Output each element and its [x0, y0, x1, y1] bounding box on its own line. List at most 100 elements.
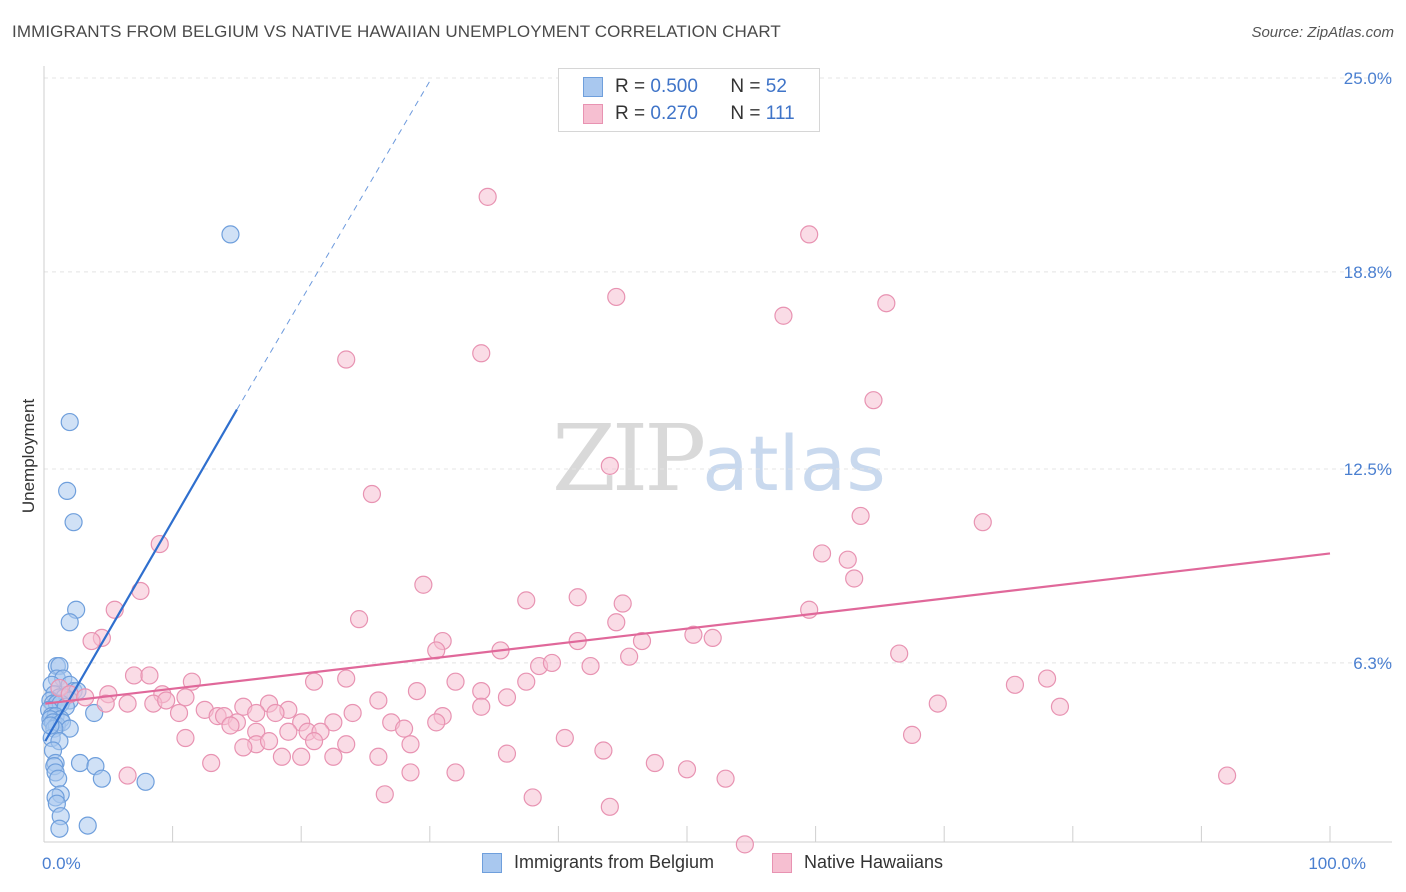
hawaiian-point [677, 760, 697, 779]
hawaiian-point [877, 294, 896, 313]
hawaiian-point [478, 187, 497, 206]
hawaiian-point [838, 550, 857, 569]
hawaiian-point [324, 747, 343, 766]
legend-label-hawaiian: Native Hawaiians [804, 852, 944, 872]
hawaiian-point [401, 735, 420, 754]
r-label: R = [615, 76, 646, 97]
hawaiian-point [607, 287, 626, 307]
trend-line-belgium-extension [236, 80, 431, 410]
trend-lines [44, 80, 1331, 742]
hawaiian-point [176, 688, 195, 707]
hawaiian-point [369, 747, 388, 766]
hawaiian-point [497, 688, 517, 707]
hawaiian-point [517, 591, 536, 610]
hawaiian-point [607, 613, 626, 632]
legend-item-hawaiian[interactable]: Native Hawaiians [772, 852, 943, 873]
trend-line-hawaiian [45, 552, 1331, 705]
hawaiian-point [645, 753, 664, 773]
hawaiian-point [555, 728, 574, 748]
hawaiian-point [928, 694, 947, 713]
hawaiian-point [266, 703, 285, 723]
hawaiian-point [407, 681, 427, 701]
watermark-atlas: atlas [702, 419, 886, 508]
belgium-point [221, 225, 240, 244]
hawaiian-point [401, 763, 420, 782]
hawaiian-point [600, 456, 619, 475]
belgium-point [50, 819, 69, 838]
hawaiian-point [304, 732, 324, 751]
hawaiian-point [247, 703, 266, 723]
hawaiian-point [221, 716, 240, 735]
hawaiian-point [497, 744, 517, 763]
hawaiian-point [1005, 675, 1025, 694]
legend-row-belgium: R = 0.500 N = 52 [583, 75, 787, 99]
hawaiian-point [568, 588, 587, 607]
x-tick-label: 0.0% [42, 854, 81, 873]
hawaiian-point [349, 610, 369, 629]
hawaiian-point [414, 575, 433, 594]
n-value: 111 [765, 103, 795, 124]
n-value: 52 [765, 76, 787, 97]
belgium-point [136, 772, 155, 791]
legend-swatch-pink [583, 104, 603, 124]
hawaiian-point [632, 631, 652, 651]
hawaiian-point [890, 644, 909, 663]
chart-title: IMMIGRANTS FROM BELGIUM VS NATIVE HAWAII… [12, 22, 781, 41]
hawaiian-point [157, 691, 176, 710]
belgium-point [49, 769, 68, 788]
hawaiian-point [124, 666, 144, 685]
hawaiian-point [774, 306, 793, 325]
hawaiian-point [1218, 766, 1237, 785]
source-label: Source: ZipAtlas.com [1251, 24, 1394, 41]
r-value: 0.270 [650, 103, 698, 124]
belgium-point [58, 481, 77, 500]
hawaiian-point [472, 697, 491, 716]
hawaiian-point [369, 691, 388, 710]
hawaiian-point [446, 672, 465, 691]
hawaiian-point [600, 797, 619, 816]
hawaiian-point [472, 344, 491, 363]
hawaiian-point [800, 225, 819, 244]
hawaiian-point [684, 625, 703, 644]
hawaiian-point [96, 694, 115, 713]
hawaiian-point [973, 513, 992, 532]
hawaiian-point [735, 835, 754, 854]
legend-item-belgium[interactable]: Immigrants from Belgium [482, 852, 714, 873]
hawaiian-point [716, 769, 735, 788]
n-label: N = [730, 103, 761, 124]
hawaiian-point [613, 594, 632, 613]
hawaiian-point [202, 753, 221, 773]
hawaiian-point [864, 391, 883, 410]
hawaiian-point [169, 703, 189, 723]
hawaiian-point [279, 722, 298, 741]
belgium-point [64, 513, 83, 532]
watermark-zip: ZIP [552, 405, 706, 512]
axes [43, 66, 1392, 843]
legend-row-hawaiian: R = 0.270 N = 111 [583, 102, 795, 126]
hawaiian-point [446, 763, 465, 782]
hawaiian-point [851, 506, 870, 526]
trend-line-belgium [44, 409, 238, 742]
y-tick-label: 25.0% [1344, 69, 1392, 88]
hawaiian-point [140, 666, 159, 685]
hawaiian-point [375, 785, 394, 804]
y-tick-label: 18.8% [1344, 263, 1392, 282]
hawaiian-point [594, 741, 613, 760]
legend-label-belgium: Immigrants from Belgium [514, 852, 715, 872]
belgium-point [70, 753, 90, 773]
y-tick-label: 12.5% [1344, 460, 1392, 479]
hawaiian-point [234, 738, 253, 757]
hawaiian-point [845, 569, 864, 588]
belgium-point [60, 613, 79, 632]
hawaiian-point [82, 631, 101, 651]
hawaiian-point [523, 788, 542, 807]
hawaiian-point [118, 694, 137, 713]
hawaiian-point [337, 350, 356, 369]
belgium-point [60, 412, 79, 432]
r-label: R = [615, 103, 646, 124]
hawaiian-point [362, 484, 382, 504]
y-tick-label: 6.3% [1353, 654, 1392, 673]
correlation-legend: R = 0.500 N = 52 R = 0.270 N = 111 [558, 68, 820, 132]
legend-swatch-blue [583, 77, 603, 97]
